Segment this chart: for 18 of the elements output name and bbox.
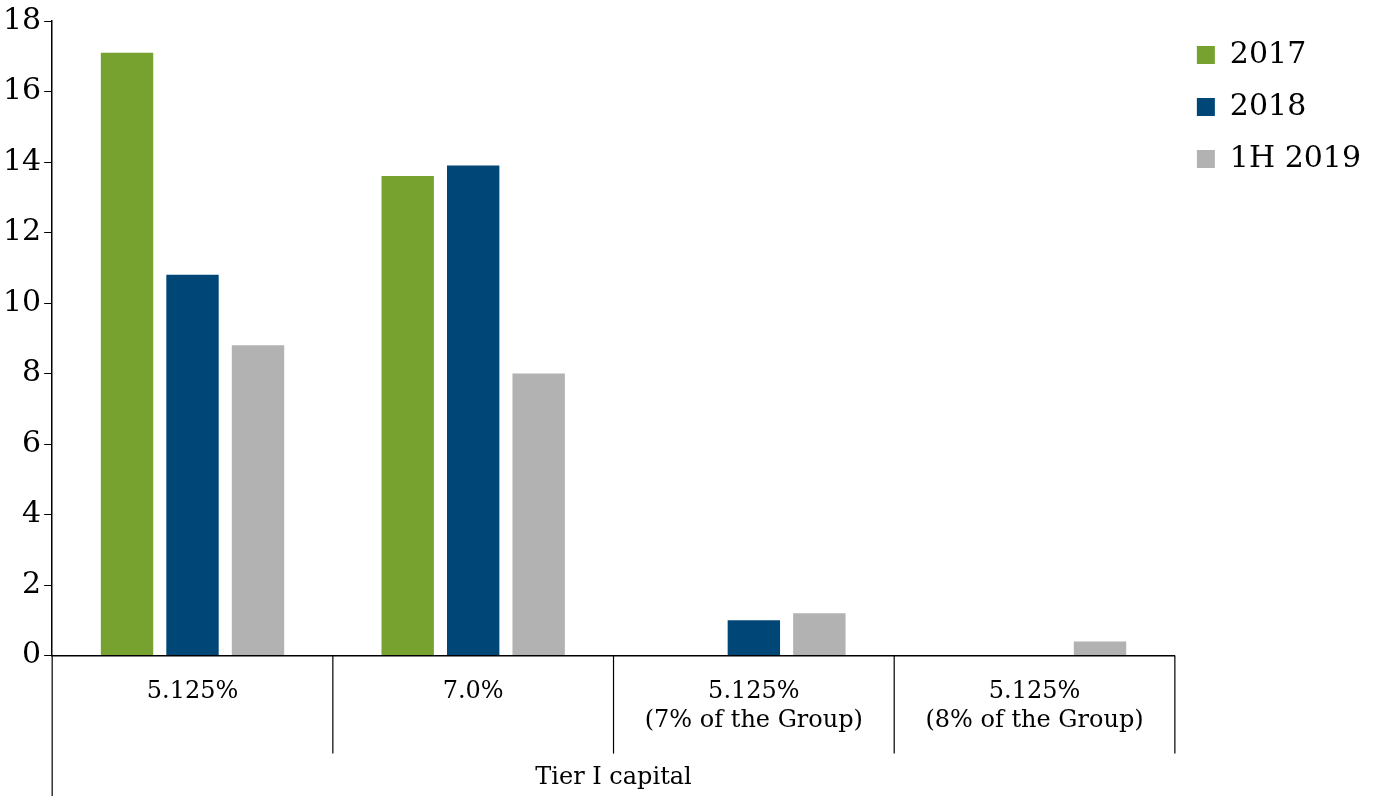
- x-tick-label: 7.0%: [442, 676, 504, 705]
- y-tick-label: 14: [2, 141, 42, 177]
- x-axis-title: Tier I capital: [535, 761, 692, 790]
- x-tick-label: 5.125%: [146, 676, 239, 705]
- y-tick-label: 4: [22, 494, 42, 530]
- y-tick-label: 12: [2, 212, 42, 248]
- y-tick-label: 10: [2, 282, 42, 318]
- y-tick-label: 18: [2, 0, 42, 36]
- x-tick-label: 5.125% (8% of the Group): [925, 676, 1144, 734]
- legend-label: 2018: [1229, 86, 1307, 122]
- y-tick-label: 16: [2, 71, 42, 107]
- legend-label: 1H 2019: [1229, 138, 1362, 174]
- y-tick-label: 6: [22, 423, 42, 459]
- y-tick-label: 0: [22, 635, 42, 671]
- y-tick-label: 8: [22, 353, 42, 389]
- legend-label: 2017: [1229, 34, 1307, 70]
- x-tick-label: 5.125% (7% of the Group): [644, 676, 863, 734]
- y-tick-label: 2: [22, 564, 42, 600]
